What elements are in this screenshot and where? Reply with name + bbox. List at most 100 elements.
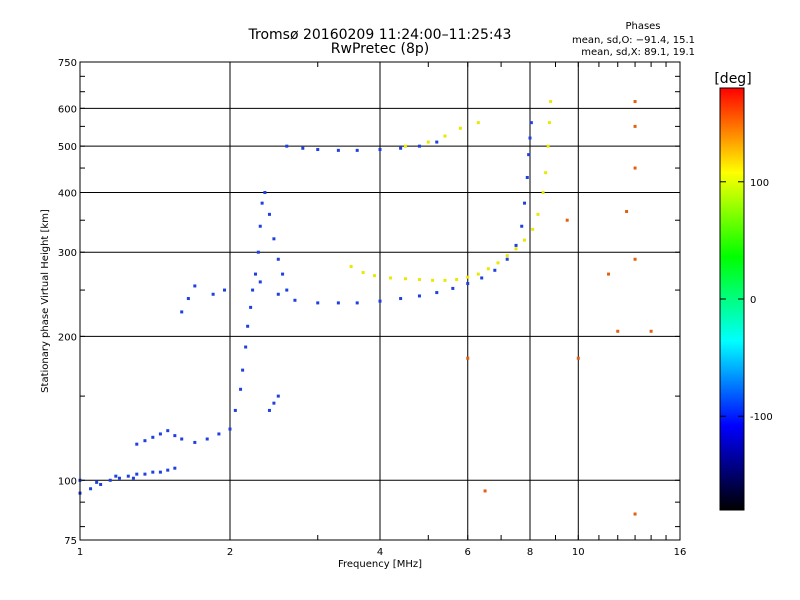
x-tick-label: 16: [674, 547, 687, 558]
colorbar-tick-label: 100: [750, 178, 769, 189]
data-point: [649, 329, 653, 333]
data-point: [426, 140, 430, 144]
data-point: [135, 442, 139, 446]
y-tick-label: 75: [64, 536, 77, 547]
data-point: [256, 250, 260, 254]
data-point: [239, 387, 243, 391]
data-point: [263, 190, 267, 194]
data-point: [373, 274, 377, 278]
data-point: [267, 408, 271, 412]
data-point: [285, 144, 289, 148]
data-point: [151, 470, 155, 474]
data-point: [349, 265, 353, 269]
data-points: [78, 100, 653, 516]
data-point: [151, 435, 155, 439]
data-point: [173, 434, 177, 438]
data-point: [546, 144, 550, 148]
data-point: [378, 148, 382, 152]
data-point: [205, 437, 209, 441]
data-point: [246, 324, 250, 328]
y-tick-label: 750: [58, 58, 77, 69]
data-point: [293, 298, 297, 302]
data-point: [228, 427, 232, 431]
x-tick-label: 6: [465, 547, 471, 558]
data-point: [361, 271, 365, 275]
data-point: [476, 272, 480, 276]
y-tick-label: 100: [58, 476, 77, 487]
data-point: [258, 224, 262, 228]
colorbar-tick-label: 0: [750, 295, 756, 306]
data-point: [355, 148, 359, 152]
data-point: [476, 121, 480, 125]
data-point: [505, 257, 509, 261]
y-tick-label: 400: [58, 188, 77, 199]
colorbar-label: [deg]: [714, 71, 751, 87]
data-point: [525, 175, 529, 179]
data-point: [258, 280, 262, 284]
data-point: [193, 284, 197, 288]
data-point: [576, 356, 580, 360]
data-point: [549, 100, 553, 104]
data-point: [158, 470, 162, 474]
colorbar-ticks: 100 0 -100: [720, 178, 773, 423]
data-point: [285, 288, 289, 292]
data-point: [399, 297, 403, 301]
data-point: [336, 148, 340, 152]
data-point: [417, 278, 421, 282]
chart-title: Tromsø 20160209 11:24:00–11:25:43: [248, 27, 512, 43]
y-tick-label: 500: [58, 142, 77, 153]
data-point: [466, 282, 470, 286]
data-point: [276, 394, 280, 398]
data-point: [316, 148, 320, 152]
data-point: [95, 480, 99, 484]
data-point: [417, 144, 421, 148]
data-point: [301, 146, 305, 150]
data-point: [186, 297, 190, 301]
phase-box-line-o: mean, sd,O: −91.4, 15.1: [572, 35, 695, 46]
data-point: [399, 146, 403, 150]
data-point: [466, 356, 470, 360]
data-point: [523, 201, 527, 205]
data-point: [316, 301, 320, 305]
data-point: [244, 345, 248, 349]
data-point: [529, 121, 533, 125]
data-point: [180, 437, 184, 441]
data-point: [443, 278, 447, 282]
data-point: [483, 489, 487, 493]
y-tick-label: 300: [58, 248, 77, 259]
data-point: [173, 466, 177, 470]
data-point: [547, 121, 551, 125]
phase-box-title: Phases: [625, 21, 660, 32]
y-tick-label: 600: [58, 104, 77, 115]
data-point: [166, 429, 170, 433]
data-point: [117, 476, 121, 480]
data-point: [108, 478, 112, 482]
data-point: [458, 126, 462, 130]
colorbar-tick-label: -100: [750, 412, 773, 423]
y-axis-label: Stationary phase Virtual Height [km]: [40, 209, 51, 393]
data-point: [616, 329, 620, 333]
data-point: [496, 261, 500, 265]
data-point: [276, 292, 280, 296]
data-point: [633, 166, 637, 170]
plot-frame: [79, 61, 681, 541]
data-point: [403, 144, 407, 148]
data-point: [403, 277, 407, 281]
x-tick-label: 2: [227, 547, 233, 558]
data-point: [531, 227, 535, 231]
data-point: [126, 474, 130, 478]
data-point: [355, 301, 359, 305]
data-point: [260, 201, 264, 205]
data-point: [486, 267, 490, 271]
data-point: [251, 288, 255, 292]
data-point: [233, 408, 237, 412]
data-point: [267, 212, 271, 216]
data-point: [527, 153, 531, 157]
data-point: [565, 218, 569, 222]
data-point: [276, 257, 280, 261]
data-point: [135, 472, 139, 476]
data-point: [281, 272, 285, 276]
data-point: [249, 305, 253, 309]
data-point: [451, 286, 455, 290]
